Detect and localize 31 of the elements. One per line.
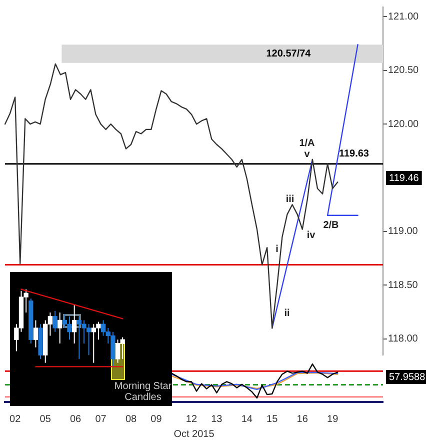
annotation: i <box>276 244 279 255</box>
y-tick-label: 118.50 <box>388 280 418 291</box>
annotation: 1/A <box>299 138 315 149</box>
text: 119.46 <box>389 172 420 184</box>
x-axis-title: Oct 2015 <box>174 428 215 440</box>
x-tick-label: 12 <box>186 414 198 425</box>
y-tick-label: 120.50 <box>388 65 420 76</box>
ref-line-label: 119.63 <box>338 148 370 160</box>
x-tick-label: 13 <box>211 414 223 425</box>
text: 57.9588 <box>389 372 426 383</box>
annotation: Morning Star Candles <box>114 380 172 403</box>
annotation: ii <box>284 308 290 319</box>
x-tick-label: 15 <box>266 414 278 425</box>
annotation: iii <box>286 194 294 205</box>
x-tick-label: 08 <box>125 414 137 425</box>
annotation: 2/B <box>323 220 339 231</box>
y-tick-label: 121.00 <box>388 11 420 22</box>
y-tick-label: 118.00 <box>388 334 418 345</box>
x-tick-label: 06 <box>70 414 82 425</box>
y-tick-label: 120.00 <box>388 118 420 130</box>
x-tick-label: 19 <box>327 414 339 425</box>
x-tick-label: 02 <box>10 414 22 425</box>
y-tick-label: 119.00 <box>388 226 418 238</box>
x-tick-label: 14 <box>241 414 253 425</box>
x-tick-label: 09 <box>150 414 162 425</box>
x-tick-label: 07 <box>95 414 107 425</box>
annotation: v <box>304 148 310 160</box>
x-tick-label: 05 <box>40 414 52 425</box>
x-tick-label: 16 <box>296 414 308 425</box>
band-label: 120.57/74 <box>266 48 312 60</box>
annotation: iv <box>306 230 316 241</box>
